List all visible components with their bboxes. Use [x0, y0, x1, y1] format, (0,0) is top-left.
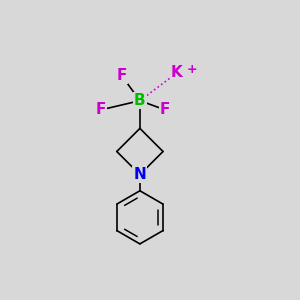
Text: F: F [160, 102, 170, 117]
Text: F: F [116, 68, 127, 83]
Text: B: B [134, 93, 146, 108]
Text: N: N [134, 167, 146, 182]
Text: +: + [187, 63, 197, 76]
Text: K: K [171, 65, 183, 80]
Text: F: F [95, 102, 106, 117]
